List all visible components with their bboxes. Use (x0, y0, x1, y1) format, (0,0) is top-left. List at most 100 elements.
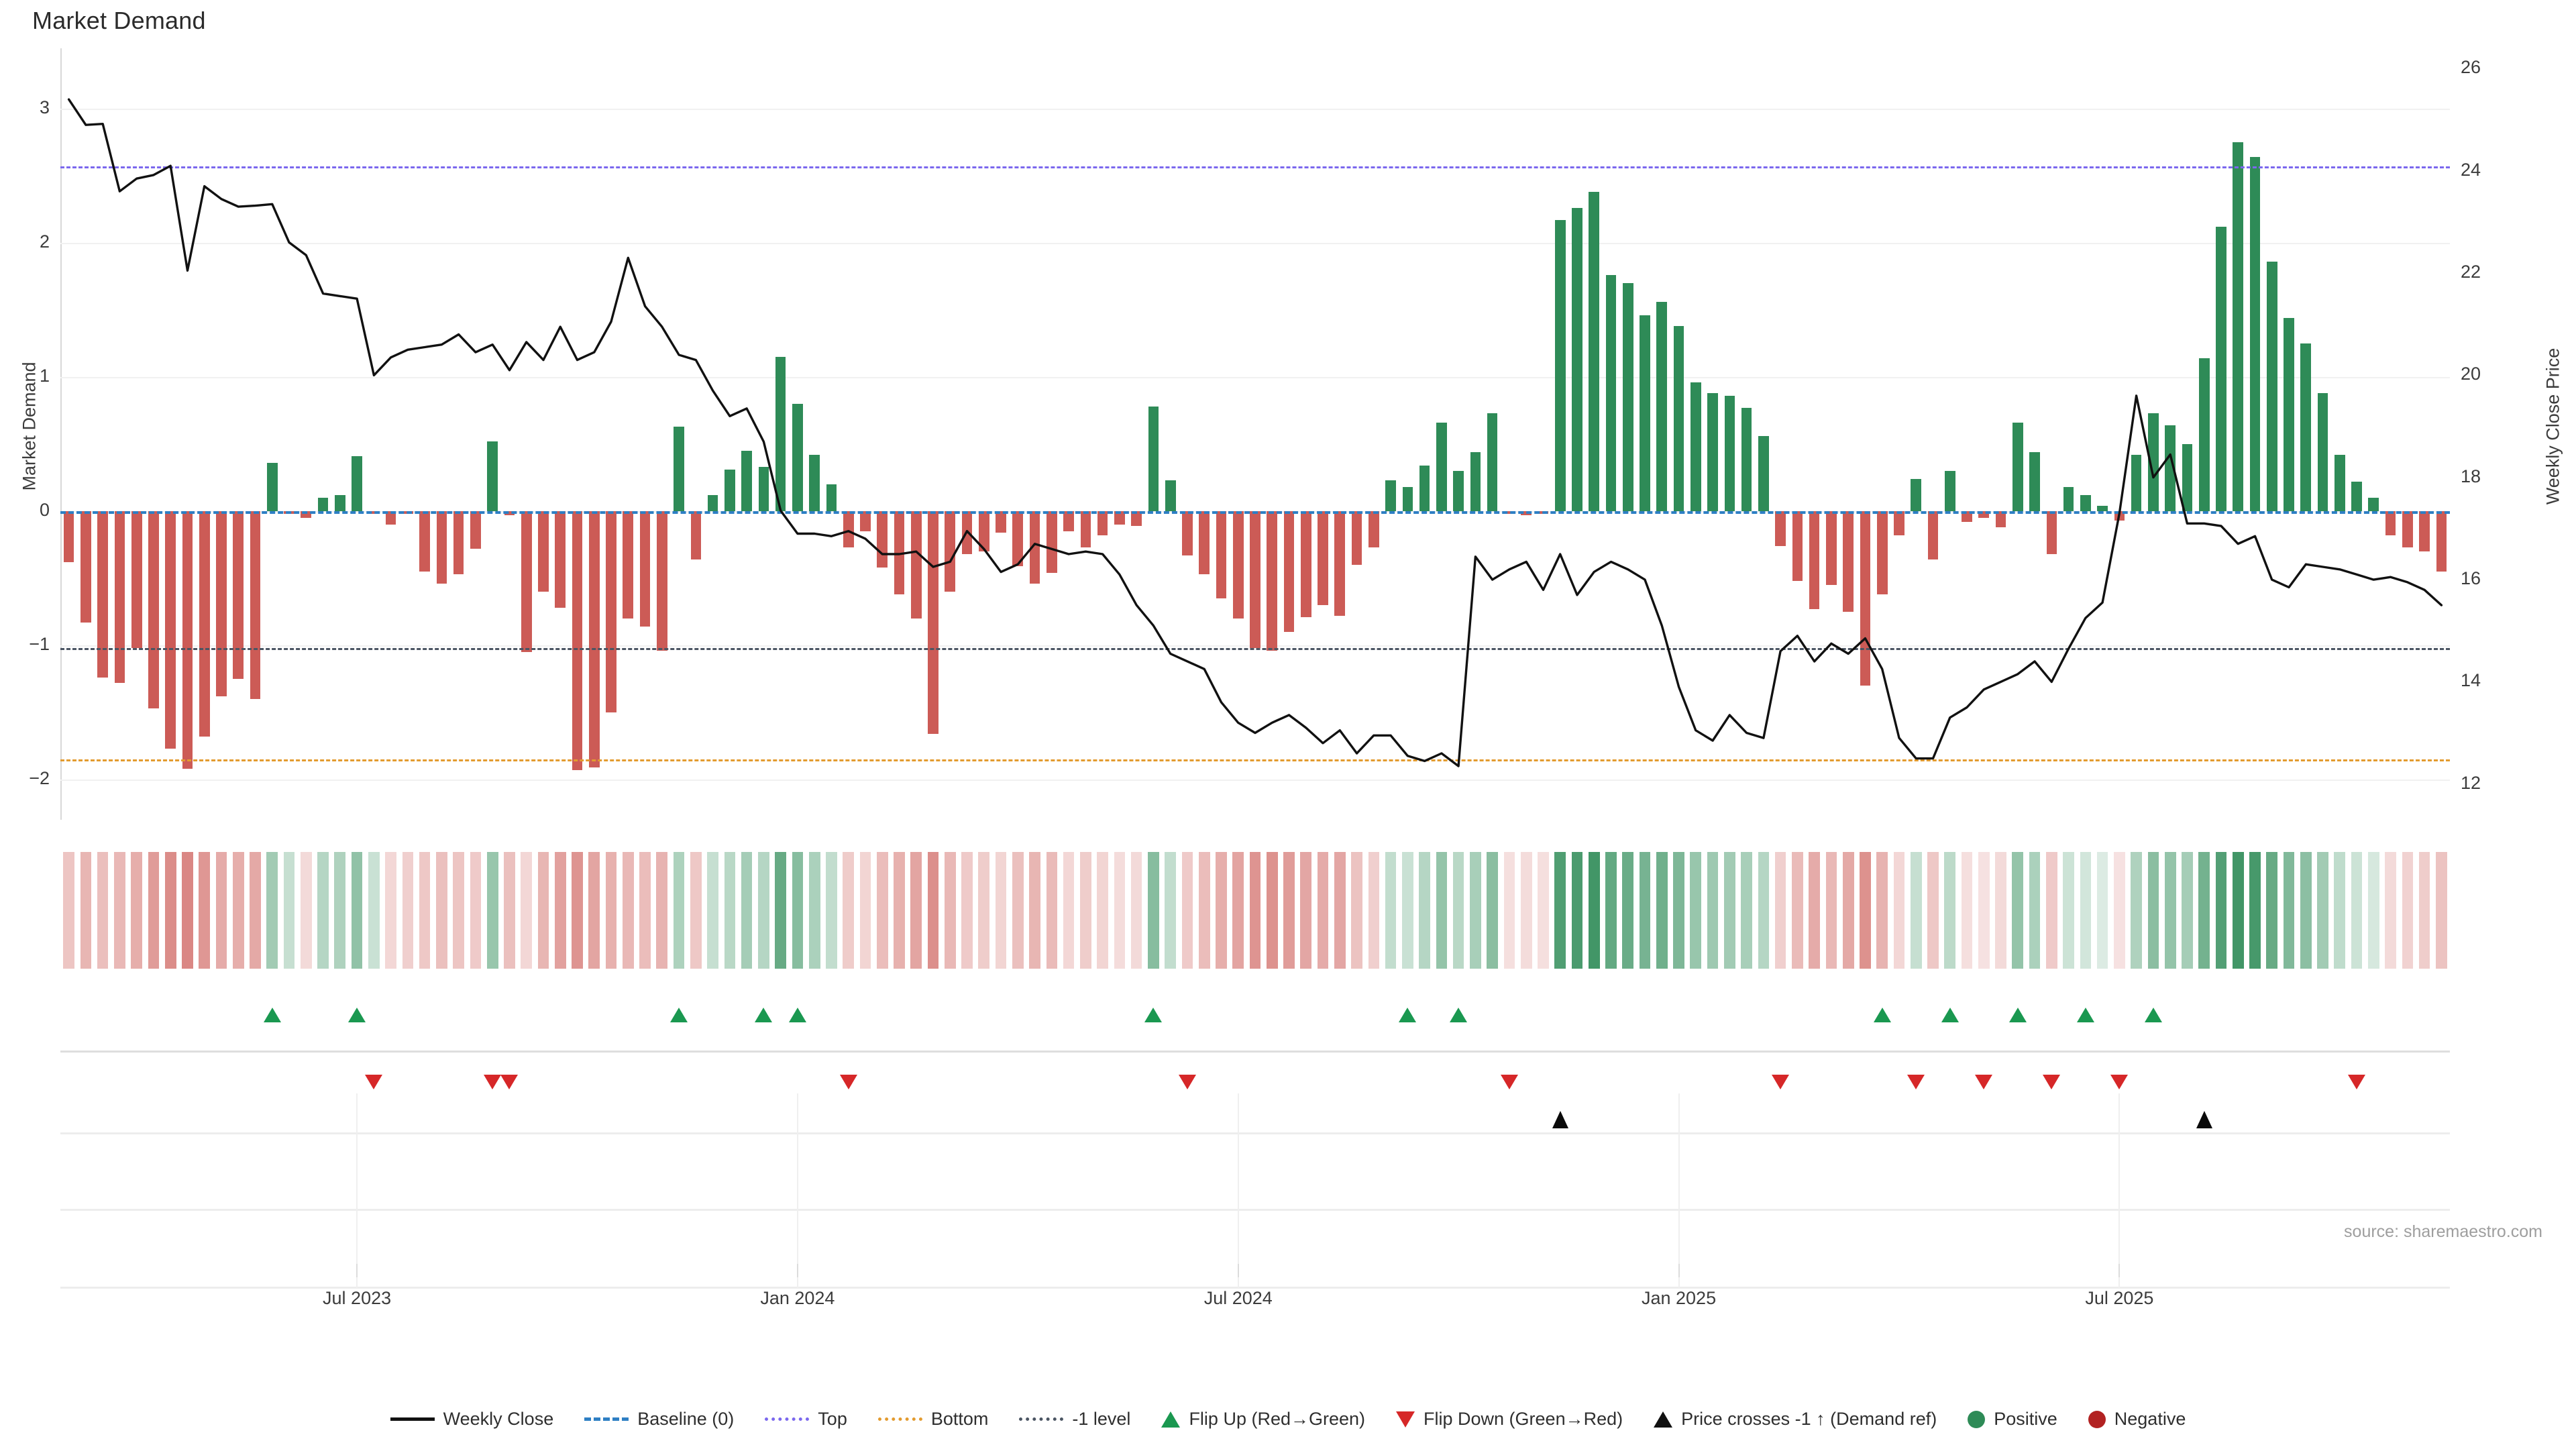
demand-bar (2233, 142, 2244, 511)
demand-bar (2436, 511, 2447, 572)
heatmap-cell (419, 852, 431, 969)
lower-panel-vtick (2118, 1093, 2121, 1288)
heatmap-cell (232, 852, 244, 969)
reference-line-zero (60, 511, 2450, 514)
heatmap-cell (1860, 852, 1871, 969)
heatmap-cell (250, 852, 261, 969)
heatmap-cell (63, 852, 74, 969)
heatmap-cell (1351, 852, 1362, 969)
heatmap-cell (690, 852, 702, 969)
demand-bar (1724, 396, 1735, 511)
heatmap-cell (1639, 852, 1651, 969)
heatmap-cell (2402, 852, 2414, 969)
heatmap-cell (1893, 852, 1905, 969)
lower-panel-vtick (1237, 1093, 1239, 1288)
y-tick-right: 18 (2461, 466, 2481, 486)
demand-bar (758, 467, 769, 511)
demand-bar (233, 511, 244, 679)
heatmap-cell (2266, 852, 2278, 969)
heatmap-cell (910, 852, 922, 969)
heatmap-cell (859, 852, 871, 969)
legend-label: Flip Up (Red→Green) (1189, 1409, 1366, 1429)
demand-bar (63, 511, 74, 562)
gridline (60, 377, 2450, 378)
y-tick-left: 1 (39, 366, 50, 386)
legend-item-flip-up[interactable]: Flip Up (Red→Green) (1161, 1409, 1365, 1430)
heatmap-cell (1707, 852, 1719, 969)
lower-divider-2 (60, 1209, 2450, 1211)
heatmap-cell (1842, 852, 1854, 969)
heatmap-cell (978, 852, 990, 969)
price-cross-marker (2196, 1111, 2212, 1128)
demand-bar (1487, 413, 1498, 511)
demand-bar (1944, 471, 1955, 511)
demand-bar (792, 404, 803, 511)
legend-item-positive[interactable]: Positive (1968, 1409, 2057, 1430)
flip-up-marker (348, 1008, 366, 1022)
demand-bar (1860, 511, 1871, 686)
heatmap-cell (2351, 852, 2363, 969)
legend-item-flip-down[interactable]: Flip Down (Green→Red) (1396, 1409, 1623, 1430)
demand-bar (131, 511, 142, 648)
x-tick-mark (796, 1264, 798, 1277)
heatmap-cell (2012, 852, 2024, 969)
legend-item-bottom[interactable]: Bottom (877, 1409, 988, 1430)
flip-up-marker (263, 1008, 281, 1022)
demand-bar (199, 511, 210, 737)
demand-heatmap-strip (60, 847, 2450, 974)
demand-bar (2216, 227, 2226, 511)
flip-up-marker (1873, 1008, 1891, 1022)
x-tick-mark (2118, 1264, 2121, 1277)
y-tick-right: 24 (2461, 159, 2481, 180)
demand-bar (826, 484, 837, 511)
demand-bar (1826, 511, 1837, 585)
demand-bar (588, 511, 600, 767)
demand-bar (165, 511, 176, 749)
heatmap-cell (1809, 852, 1820, 969)
lower-divider-3 (60, 1287, 2450, 1289)
demand-bar (894, 511, 905, 594)
demand-bar (623, 511, 634, 619)
demand-bar (1012, 511, 1024, 566)
legend-item-price-cross[interactable]: Price crosses -1 ↑ (Demand ref) (1654, 1409, 1937, 1430)
heatmap-cell (605, 852, 617, 969)
legend-item-weekly-close[interactable]: Weekly Close (390, 1409, 553, 1430)
heatmap-cell (486, 852, 498, 969)
heatmap-cell (758, 852, 769, 969)
demand-bar (1165, 480, 1176, 511)
heatmap-cell (2249, 852, 2261, 969)
heatmap-cell (622, 852, 634, 969)
demand-bar (2351, 482, 2362, 511)
heatmap-cell (1656, 852, 1668, 969)
legend-item-negative[interactable]: Negative (2088, 1409, 2186, 1430)
legend-item-top[interactable]: Top (765, 1409, 847, 1430)
main-plot-panel (60, 48, 2450, 820)
heatmap-cell (148, 852, 160, 969)
heatmap-cell (2334, 852, 2346, 969)
heatmap-cell (1571, 852, 1583, 969)
gridline (60, 243, 2450, 244)
heatmap-cell (707, 852, 718, 969)
heatmap-cell (470, 852, 482, 969)
flip-down-marker (1975, 1075, 1993, 1089)
heatmap-cell (1690, 852, 1702, 969)
demand-bar (216, 511, 227, 696)
gridline (60, 780, 2450, 781)
heatmap-cell (1402, 852, 1413, 969)
heatmap-cell (1029, 852, 1040, 969)
demand-bar (182, 511, 193, 769)
legend-item-minus-1-level[interactable]: -1 level (1019, 1409, 1130, 1430)
flip-down-marker (500, 1075, 519, 1089)
heatmap-cell (2300, 852, 2312, 969)
heatmap-cell (2215, 852, 2227, 969)
demand-bar (1232, 511, 1244, 619)
demand-bar (1792, 511, 1803, 581)
flip-down-marker (365, 1075, 383, 1089)
bottom-line-icon (877, 1417, 922, 1421)
lower-panel-vtick (1678, 1093, 1680, 1288)
heatmap-cell (2418, 852, 2430, 969)
flip-up-marker (1399, 1008, 1417, 1022)
heatmap-cell (572, 852, 583, 969)
heatmap-cell (1165, 852, 1177, 969)
legend-item-baseline[interactable]: Baseline (0) (584, 1409, 734, 1430)
